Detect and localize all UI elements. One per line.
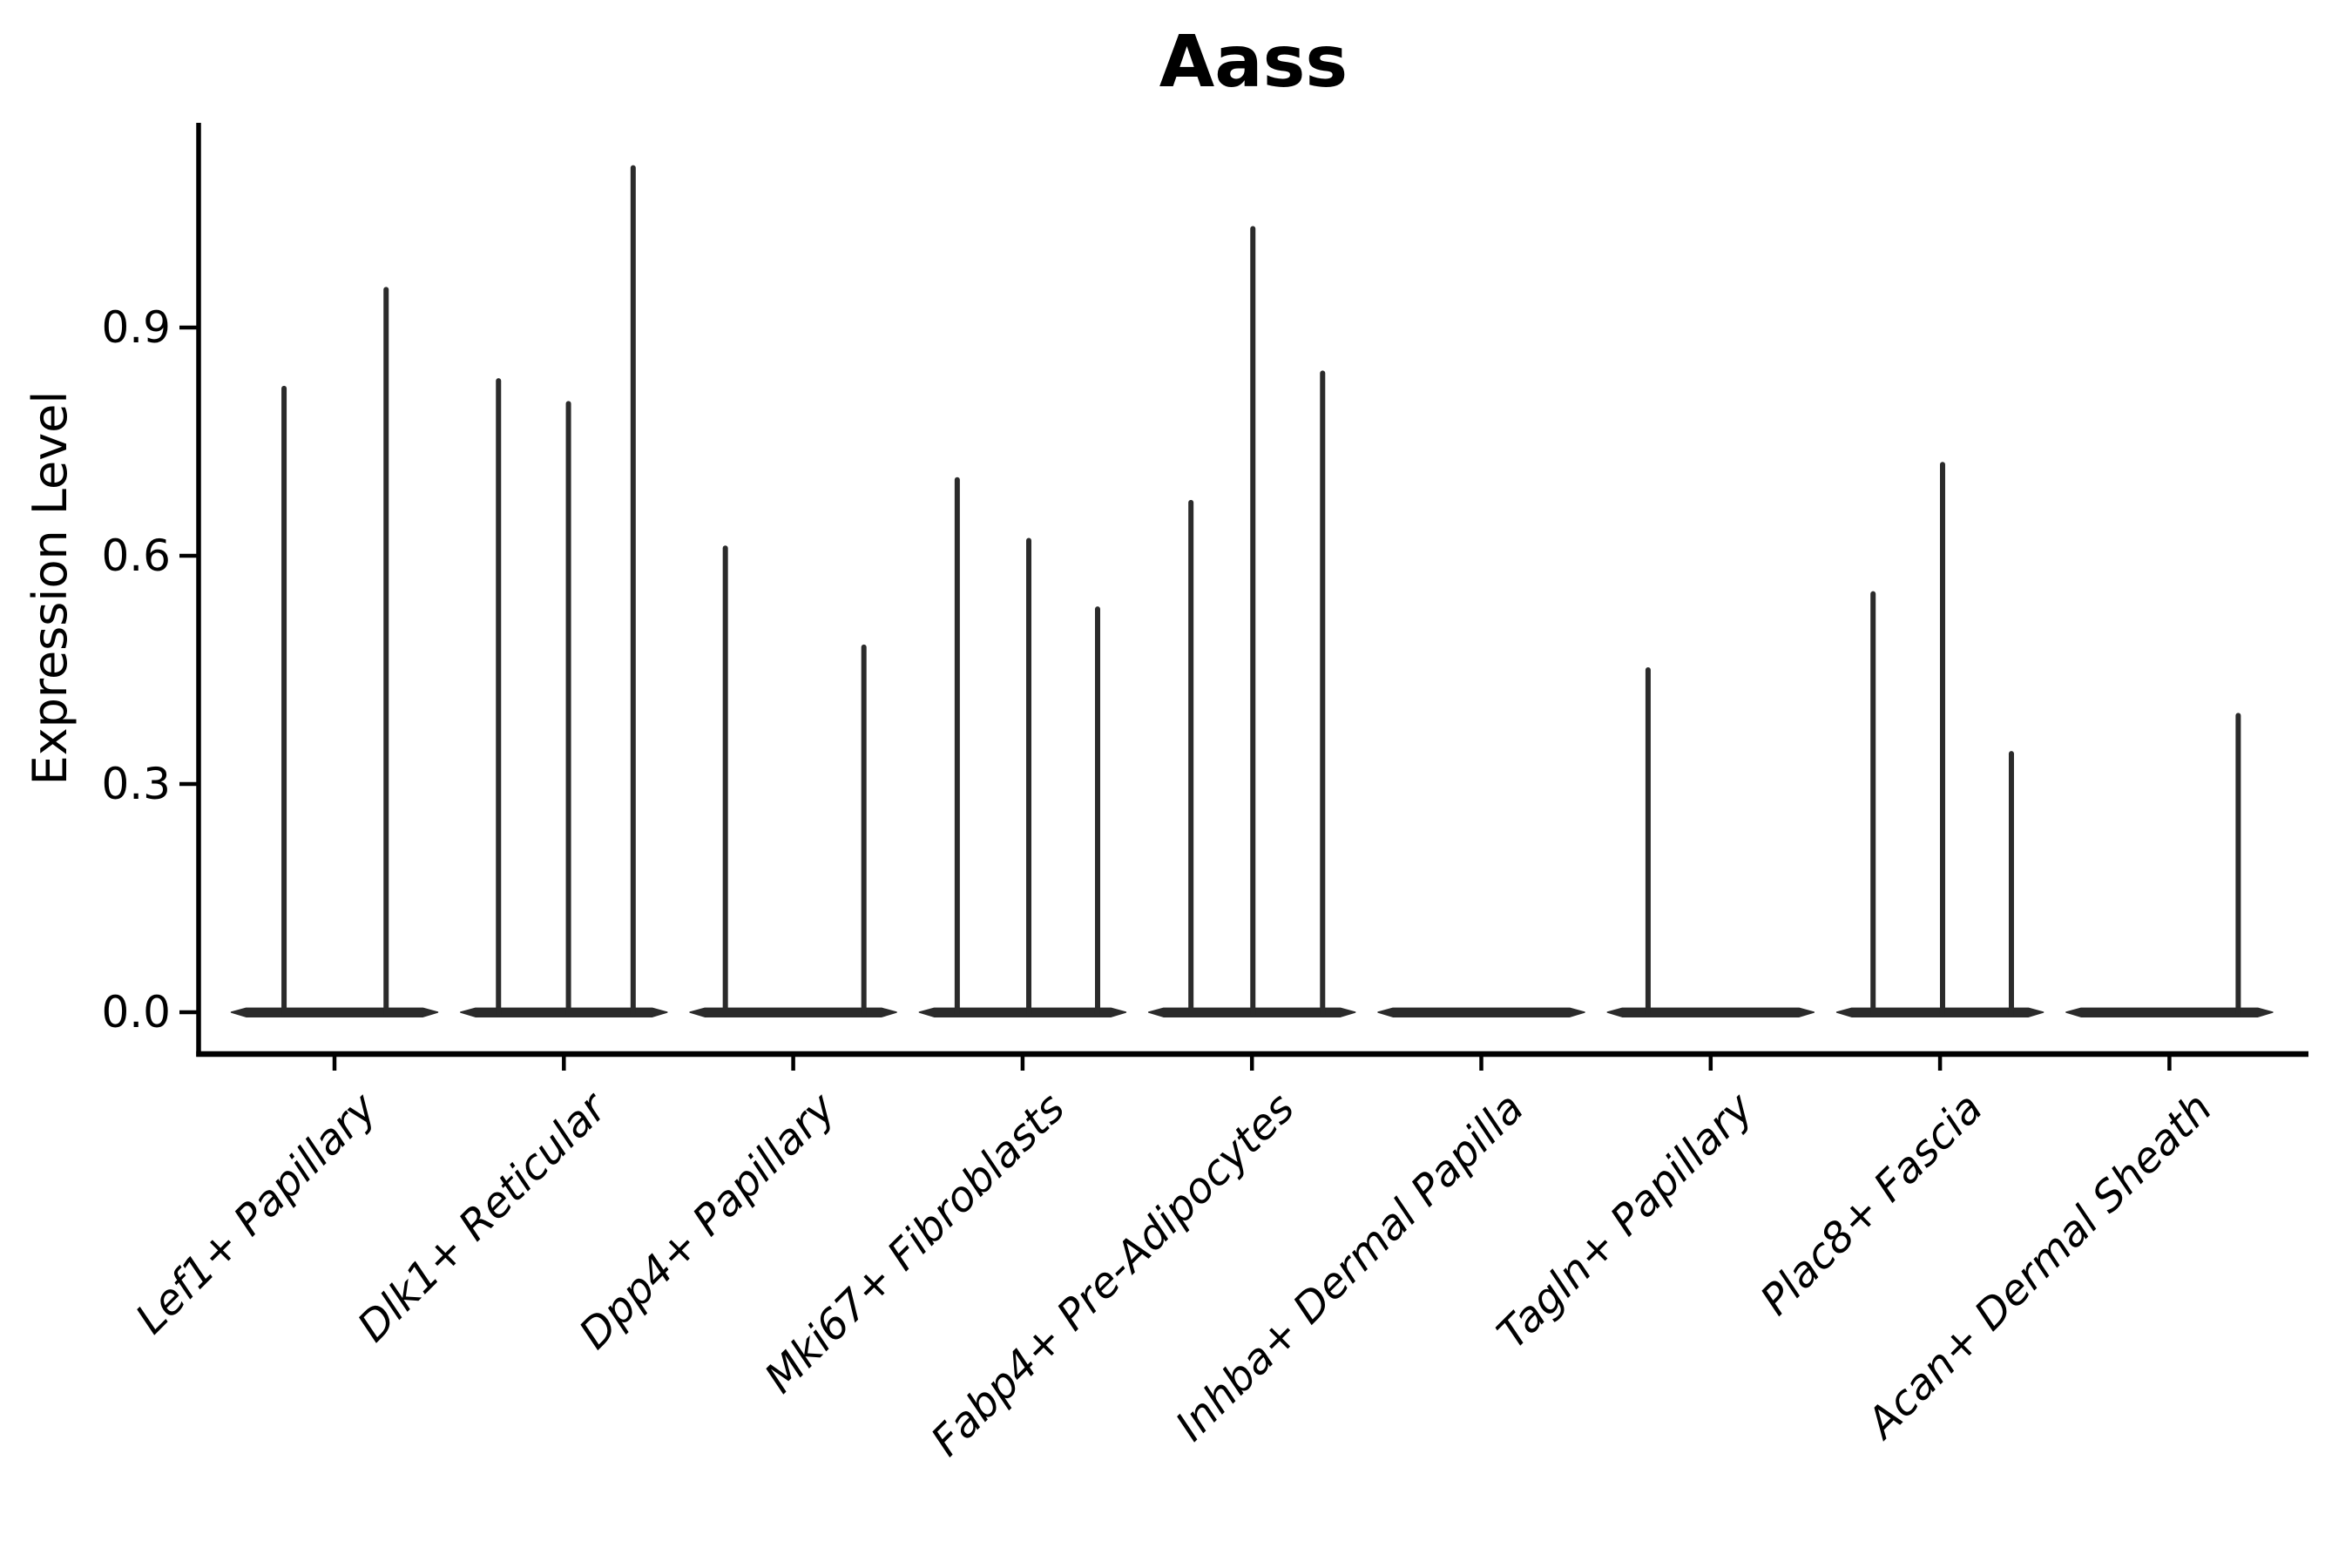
violin-base: [1606, 1007, 1815, 1017]
violin-base: [1377, 1007, 1585, 1017]
violin-base: [230, 1007, 439, 1017]
y-tick-label: 0.0: [101, 987, 171, 1037]
y-tick-label: 0.3: [101, 759, 171, 809]
violin-base: [2065, 1007, 2274, 1017]
y-axis-label: Expression Level: [23, 390, 78, 786]
y-tick-label: 0.6: [101, 531, 171, 582]
violin-base: [689, 1007, 897, 1017]
violin-base: [918, 1007, 1127, 1017]
y-tick-label: 0.9: [101, 302, 171, 354]
violin-base: [460, 1007, 668, 1017]
chart-title: Aass: [1159, 21, 1348, 104]
